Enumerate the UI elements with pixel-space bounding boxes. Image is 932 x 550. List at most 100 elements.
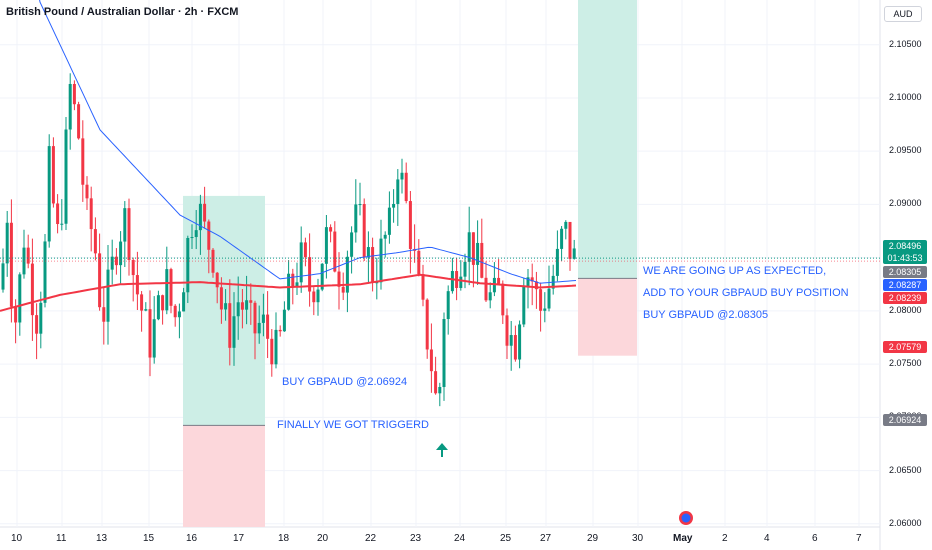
candle-body (522, 286, 526, 325)
annotation-add-position: ADD TO YOUR GBPAUD BUY POSITION (643, 287, 849, 299)
candle-body (85, 184, 89, 199)
candle (110, 239, 114, 285)
candle-body (362, 204, 366, 258)
candle (450, 257, 454, 294)
stop-zone-2 (578, 278, 637, 356)
candle (60, 199, 64, 231)
candle (35, 303, 39, 360)
candle (459, 260, 463, 291)
x-tick-label: 23 (410, 533, 422, 544)
candle (345, 250, 349, 313)
candle (446, 285, 450, 335)
candle-body (245, 300, 249, 310)
candle (320, 263, 324, 292)
candle-body (320, 263, 324, 290)
candle (207, 219, 211, 274)
candle-body (249, 300, 253, 303)
candle-body (98, 253, 102, 308)
price-tag: 2.06924 (883, 414, 927, 426)
candle-body (131, 260, 135, 276)
candle (303, 237, 307, 267)
candle-body (303, 242, 307, 258)
candle (51, 137, 55, 208)
candle-body (404, 172, 408, 202)
candle (484, 261, 488, 303)
candle (81, 120, 85, 202)
candle-body (484, 277, 488, 301)
candle (194, 210, 198, 250)
y-tick-label: 2.10500 (889, 38, 922, 49)
candle (316, 278, 320, 316)
candle-body (530, 277, 534, 282)
candle (274, 312, 278, 369)
target-zone-2 (578, 0, 637, 279)
candle-body (190, 237, 194, 239)
candle-body (215, 272, 219, 288)
candle (513, 325, 517, 362)
x-tick-label: 18 (278, 533, 290, 544)
candle-body (127, 208, 131, 261)
candle (22, 229, 26, 279)
logo-inner-icon (681, 513, 691, 523)
candle-body (526, 277, 530, 287)
candle (366, 231, 370, 284)
candle (526, 269, 530, 309)
candle-body (253, 302, 257, 334)
currency-button[interactable]: AUD (884, 6, 922, 22)
candle (337, 252, 341, 310)
candle-body (564, 221, 568, 229)
candle-body (438, 386, 442, 394)
price-tag: 2.08496 01:43:53 (883, 240, 927, 264)
candle-body (261, 314, 265, 323)
candle (312, 287, 316, 316)
candle-body (182, 292, 186, 312)
candle-body (123, 208, 127, 242)
candle-body (266, 314, 270, 339)
x-tick-label: 27 (540, 533, 552, 544)
candle-body (534, 281, 538, 290)
candle-body (333, 231, 337, 272)
candle (26, 234, 30, 269)
candle-body (471, 232, 475, 265)
candle-body (35, 315, 39, 334)
candle-body (1, 263, 5, 290)
candle (102, 286, 106, 345)
candle-body (501, 283, 505, 316)
candle-body (358, 204, 362, 206)
x-tick-label: 20 (317, 533, 329, 544)
candle-body (329, 227, 333, 232)
candle-body (60, 223, 64, 225)
candle-body (375, 282, 379, 284)
candle (9, 199, 13, 323)
candle (161, 294, 165, 325)
candle (257, 305, 261, 344)
candle-body (539, 289, 543, 311)
x-tick-label: 30 (632, 533, 644, 544)
candle-body (291, 273, 295, 287)
candle-body (442, 319, 446, 387)
candle-body (148, 309, 152, 358)
candle (85, 176, 89, 211)
candle (539, 282, 543, 332)
candle (228, 279, 232, 366)
candle (417, 239, 421, 277)
candle-body (299, 242, 303, 283)
x-tick-label: 17 (233, 533, 245, 544)
candle-body (371, 247, 375, 283)
candle (278, 325, 282, 337)
candle (375, 257, 379, 300)
price-tag-value: 2.07579 (888, 342, 922, 352)
candle (5, 210, 9, 277)
candle (18, 272, 22, 336)
candle (387, 191, 391, 244)
candle (480, 218, 484, 279)
candle-body (509, 335, 513, 346)
candle (245, 275, 249, 325)
candle-body (198, 203, 202, 231)
candle (530, 263, 534, 306)
candle (156, 290, 160, 321)
candle (152, 296, 156, 364)
candle-body (93, 229, 97, 254)
candle-body (350, 232, 354, 257)
